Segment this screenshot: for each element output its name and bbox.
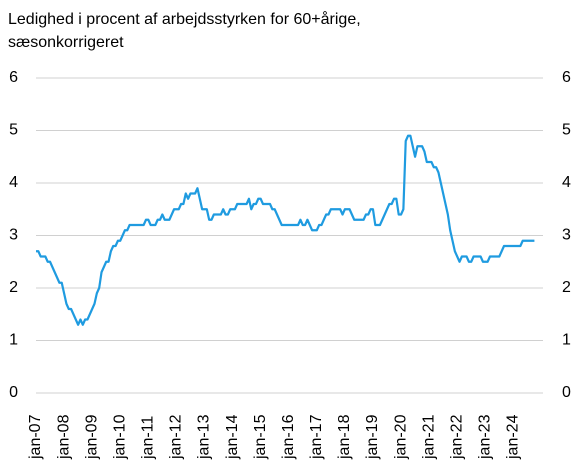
x-tick-label: jan-16	[280, 414, 297, 460]
y2-tick-label: 6	[562, 69, 571, 86]
x-tick-label: jan-11	[140, 416, 157, 460]
x-tick-label: jan-19	[364, 414, 381, 460]
x-tick-label: jan-14	[224, 414, 241, 460]
y2-tick-label: 4	[562, 174, 571, 191]
y-tick-label: 6	[9, 69, 18, 86]
y-tick-label: 5	[9, 122, 18, 139]
y2-tick-label: 0	[562, 384, 571, 401]
x-tick-label: jan-24	[505, 414, 522, 460]
x-tick-label: jan-13	[196, 414, 213, 460]
data-line	[36, 134, 535, 326]
y-tick-label: 3	[9, 227, 18, 244]
x-tick-label: jan-09	[83, 414, 100, 460]
y-tick-label: 2	[9, 279, 18, 296]
y-tick-label: 4	[9, 174, 18, 191]
y-tick-label: 0	[9, 384, 18, 401]
x-tick-label: jan-17	[308, 414, 325, 460]
x-tick-label: jan-15	[252, 414, 269, 460]
x-tick-label: jan-18	[336, 414, 353, 460]
x-tick-label: jan-23	[476, 414, 493, 460]
y2-tick-label: 5	[562, 122, 571, 139]
x-tick-label: jan-07	[27, 414, 44, 460]
x-tick-label: jan-12	[168, 414, 185, 460]
chart-title: sæsonkorrigeret	[8, 34, 124, 51]
y2-tick-label: 3	[562, 227, 571, 244]
x-tick-label: jan-21	[420, 414, 437, 460]
x-tick-label: jan-20	[392, 414, 409, 460]
y-tick-label: 1	[9, 332, 18, 349]
chart-title: Ledighed i procent af arbejdsstyrken for…	[8, 10, 361, 28]
x-tick-label: jan-08	[55, 414, 72, 460]
y2-tick-label: 2	[562, 279, 571, 296]
y2-tick-label: 1	[562, 332, 571, 349]
x-tick-label: jan-22	[448, 414, 465, 460]
x-tick-label: jan-10	[111, 414, 128, 460]
